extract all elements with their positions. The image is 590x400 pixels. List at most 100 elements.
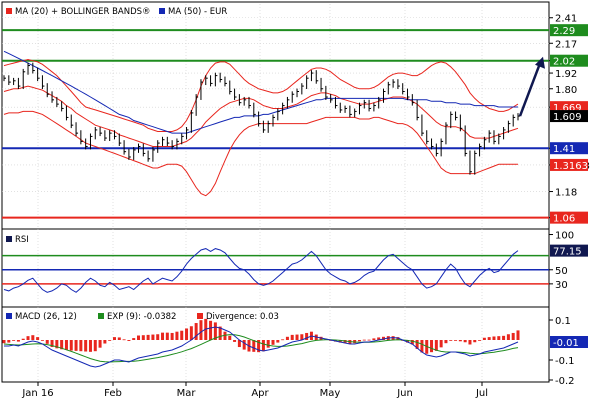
- divergence-bar: [228, 335, 232, 340]
- divergence-bar: [420, 340, 424, 353]
- macd-panel-frame: [1, 306, 550, 383]
- macd-value-tag-bg: [550, 336, 588, 348]
- rsi-plot: [2, 248, 549, 293]
- divergence-bar: [189, 326, 193, 340]
- divergence-bar: [285, 336, 289, 340]
- divergence-bar: [88, 340, 92, 352]
- divergence-bar: [257, 340, 261, 353]
- divergence-bar: [430, 340, 434, 353]
- divergence-bar: [151, 334, 155, 340]
- divergence-bar: [2, 340, 6, 344]
- level-tag: 1.06: [553, 214, 575, 225]
- macd-tick-label: -0.2: [555, 376, 575, 387]
- divergence-bar: [300, 334, 304, 340]
- divergence-bar: [64, 340, 68, 350]
- divergence-bar: [84, 340, 88, 352]
- divergence-bar: [406, 340, 410, 343]
- divergence-bar: [199, 320, 203, 340]
- x-tick-label: Jun: [396, 388, 413, 399]
- level-tag: 2.29: [553, 26, 575, 37]
- divergence-bar: [103, 340, 107, 344]
- level-tag-bg: [550, 24, 588, 37]
- divergence-bar: [223, 331, 227, 340]
- divergence-bar: [137, 335, 141, 340]
- divergence-bar: [497, 336, 501, 340]
- legend-swatch-bollinger: [6, 8, 12, 14]
- price-value-tag: 1.3163: [553, 161, 588, 172]
- y-axis: 2.41 2.17 2.021.92 1.80 1.669 1.41 1.3163 1.18 1…: [549, 14, 590, 387]
- rsi-panel-frame: [1, 228, 550, 308]
- divergence-bar: [233, 340, 237, 342]
- divergence-bar: [31, 335, 35, 340]
- macd-tick-label: -0.1: [555, 356, 575, 367]
- x-tick-label: Jul: [475, 388, 488, 399]
- rsi-value-tag-bg: [550, 244, 588, 257]
- legend-swatch-exp: [98, 313, 104, 319]
- divergence-bar: [74, 340, 78, 351]
- macd-value-tag: -0.01: [553, 338, 579, 349]
- divergence-bar: [16, 340, 20, 342]
- divergence-bar: [295, 334, 299, 340]
- divergence-bar: [444, 340, 448, 344]
- price-panel-frame: [1, 1, 550, 230]
- price-tick-label: 2.41: [555, 14, 577, 25]
- divergence-bar: [237, 340, 241, 348]
- divergence-bar: [305, 332, 309, 340]
- divergence-bar: [458, 340, 462, 342]
- price-legend: MA (20) + BOLLINGER BANDS® MA (50) - EUR: [6, 7, 227, 17]
- divergence-bar: [12, 340, 16, 341]
- divergence-bar: [21, 338, 25, 340]
- level-tag: 1.41: [553, 144, 575, 155]
- price-tick-label: 1.80: [555, 85, 577, 96]
- divergence-bar: [410, 340, 414, 345]
- divergence-bar: [185, 328, 189, 340]
- divergence-bar: [79, 340, 83, 352]
- divergence-bar: [276, 340, 280, 343]
- price-tick-label: 1.92: [555, 69, 577, 80]
- divergence-bar: [112, 337, 116, 340]
- price-tick-label: 1.18: [555, 188, 577, 199]
- level-tag-bg: [550, 211, 588, 224]
- macd-legend: MACD (26, 12) EXP (9): -0.0382 Divergenc…: [6, 312, 279, 322]
- level-tag-bg: [550, 54, 588, 67]
- divergence-bar: [93, 340, 97, 352]
- price-value-tag-bg: [550, 110, 588, 123]
- x-tick-label: Jan 16: [21, 388, 53, 399]
- macd-signal-line: [3, 334, 519, 363]
- rsi-line: [3, 248, 519, 293]
- divergence-bar: [69, 340, 73, 351]
- divergence-bar: [482, 337, 486, 340]
- divergence-bar: [511, 332, 515, 340]
- divergence-bar: [26, 336, 30, 340]
- divergence-bar: [127, 340, 131, 341]
- divergence-bar: [468, 340, 472, 345]
- divergence-bar: [55, 340, 59, 349]
- divergence-bar: [290, 334, 294, 340]
- macd-line: [4, 326, 519, 368]
- divergence-bar: [367, 339, 371, 341]
- divergence-bar: [175, 331, 179, 340]
- target-arrow-line: [518, 60, 543, 117]
- divergence-bar: [132, 338, 136, 340]
- x-tick-label: Apr: [251, 388, 269, 399]
- price-value-tag: 1.609: [553, 112, 582, 123]
- legend-label-divergence: Divergence: 0.03: [206, 312, 279, 322]
- divergence-bar: [7, 340, 11, 343]
- divergence-bar: [180, 330, 184, 340]
- ma50-line: [3, 50, 518, 134]
- divergence-bar: [516, 330, 520, 340]
- rsi-value-tag: 77.15: [553, 247, 582, 258]
- divergence-bar: [161, 332, 165, 340]
- x-tick-label: Mar: [177, 388, 197, 399]
- divergence-bar: [396, 337, 400, 340]
- divergence-bar: [357, 340, 361, 342]
- rsi-tick-label: 50: [555, 266, 568, 277]
- ma20-line: [3, 85, 519, 147]
- divergence-bar: [478, 340, 482, 341]
- divergence-bar: [60, 340, 64, 350]
- rsi-legend: RSI: [6, 235, 29, 245]
- bollinger-upper-band-line: [3, 58, 519, 132]
- price-value-tag: 1.669: [553, 103, 582, 114]
- legend-swatch-divergence: [197, 313, 203, 319]
- legend-swatch-ma50: [159, 8, 165, 14]
